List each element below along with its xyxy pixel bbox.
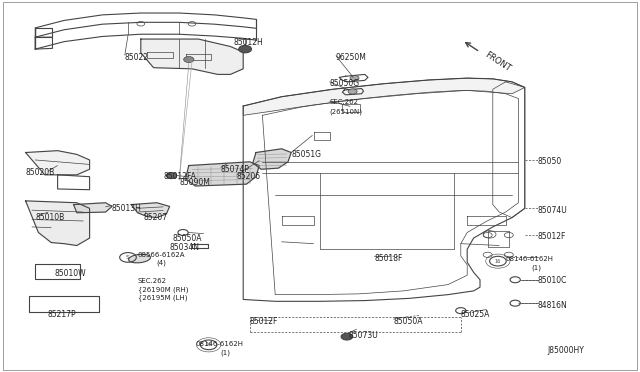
Polygon shape (253, 149, 291, 169)
Polygon shape (26, 151, 90, 175)
Text: 85010C: 85010C (538, 276, 567, 285)
Polygon shape (243, 78, 525, 115)
Text: 85012F: 85012F (250, 317, 278, 326)
Text: 85090M: 85090M (179, 178, 210, 187)
Text: 85034N: 85034N (170, 243, 200, 252)
Text: 85020B: 85020B (26, 169, 55, 177)
Polygon shape (131, 203, 170, 218)
Text: 85025A: 85025A (461, 310, 490, 319)
Circle shape (341, 333, 353, 340)
Text: 85018F: 85018F (374, 254, 403, 263)
Text: (1): (1) (221, 349, 231, 356)
Text: 85217P: 85217P (48, 310, 77, 319)
Text: 85051G: 85051G (291, 150, 321, 159)
Text: 85050G: 85050G (330, 79, 360, 88)
Text: 08146-6162H: 08146-6162H (195, 341, 243, 347)
Text: 85012FA: 85012FA (163, 172, 196, 181)
Text: 85050A: 85050A (173, 234, 202, 243)
Polygon shape (186, 162, 259, 186)
Text: 85073U: 85073U (349, 331, 378, 340)
Text: 85207: 85207 (144, 213, 168, 222)
Text: 85074U: 85074U (538, 206, 567, 215)
Text: 85050: 85050 (538, 157, 562, 166)
Text: SEC.262: SEC.262 (138, 278, 166, 284)
Text: 08566-6162A: 08566-6162A (138, 252, 185, 258)
Text: 96250M: 96250M (336, 53, 367, 62)
Text: (26510N): (26510N) (330, 108, 363, 115)
Circle shape (166, 173, 177, 179)
Text: 85206: 85206 (237, 172, 261, 181)
Text: S: S (126, 255, 130, 260)
Text: 85022: 85022 (125, 53, 149, 62)
Circle shape (184, 57, 194, 62)
Text: 85013H: 85013H (112, 204, 142, 213)
Text: 85010W: 85010W (54, 269, 86, 278)
Polygon shape (141, 39, 243, 74)
Text: 16: 16 (495, 259, 501, 264)
Text: 85012H: 85012H (234, 38, 263, 47)
Text: SEC.262: SEC.262 (330, 99, 358, 105)
Text: 85010B: 85010B (35, 213, 65, 222)
Circle shape (239, 45, 252, 53)
Text: 08146-6162H: 08146-6162H (506, 256, 554, 262)
Text: {26190M (RH): {26190M (RH) (138, 286, 188, 293)
Text: 16: 16 (205, 342, 212, 347)
Text: {26195M (LH): {26195M (LH) (138, 294, 187, 301)
Text: 85074P: 85074P (221, 165, 250, 174)
Circle shape (350, 76, 359, 81)
Polygon shape (26, 201, 90, 246)
Text: (1): (1) (531, 264, 541, 271)
Text: 85050A: 85050A (394, 317, 423, 326)
Ellipse shape (129, 254, 150, 263)
Circle shape (348, 89, 357, 94)
Text: 84816N: 84816N (538, 301, 567, 310)
Text: J85000HY: J85000HY (547, 346, 584, 355)
Text: FRONT: FRONT (483, 50, 512, 73)
Text: 85012F: 85012F (538, 232, 566, 241)
Polygon shape (74, 203, 112, 213)
Text: (4): (4) (157, 260, 166, 266)
